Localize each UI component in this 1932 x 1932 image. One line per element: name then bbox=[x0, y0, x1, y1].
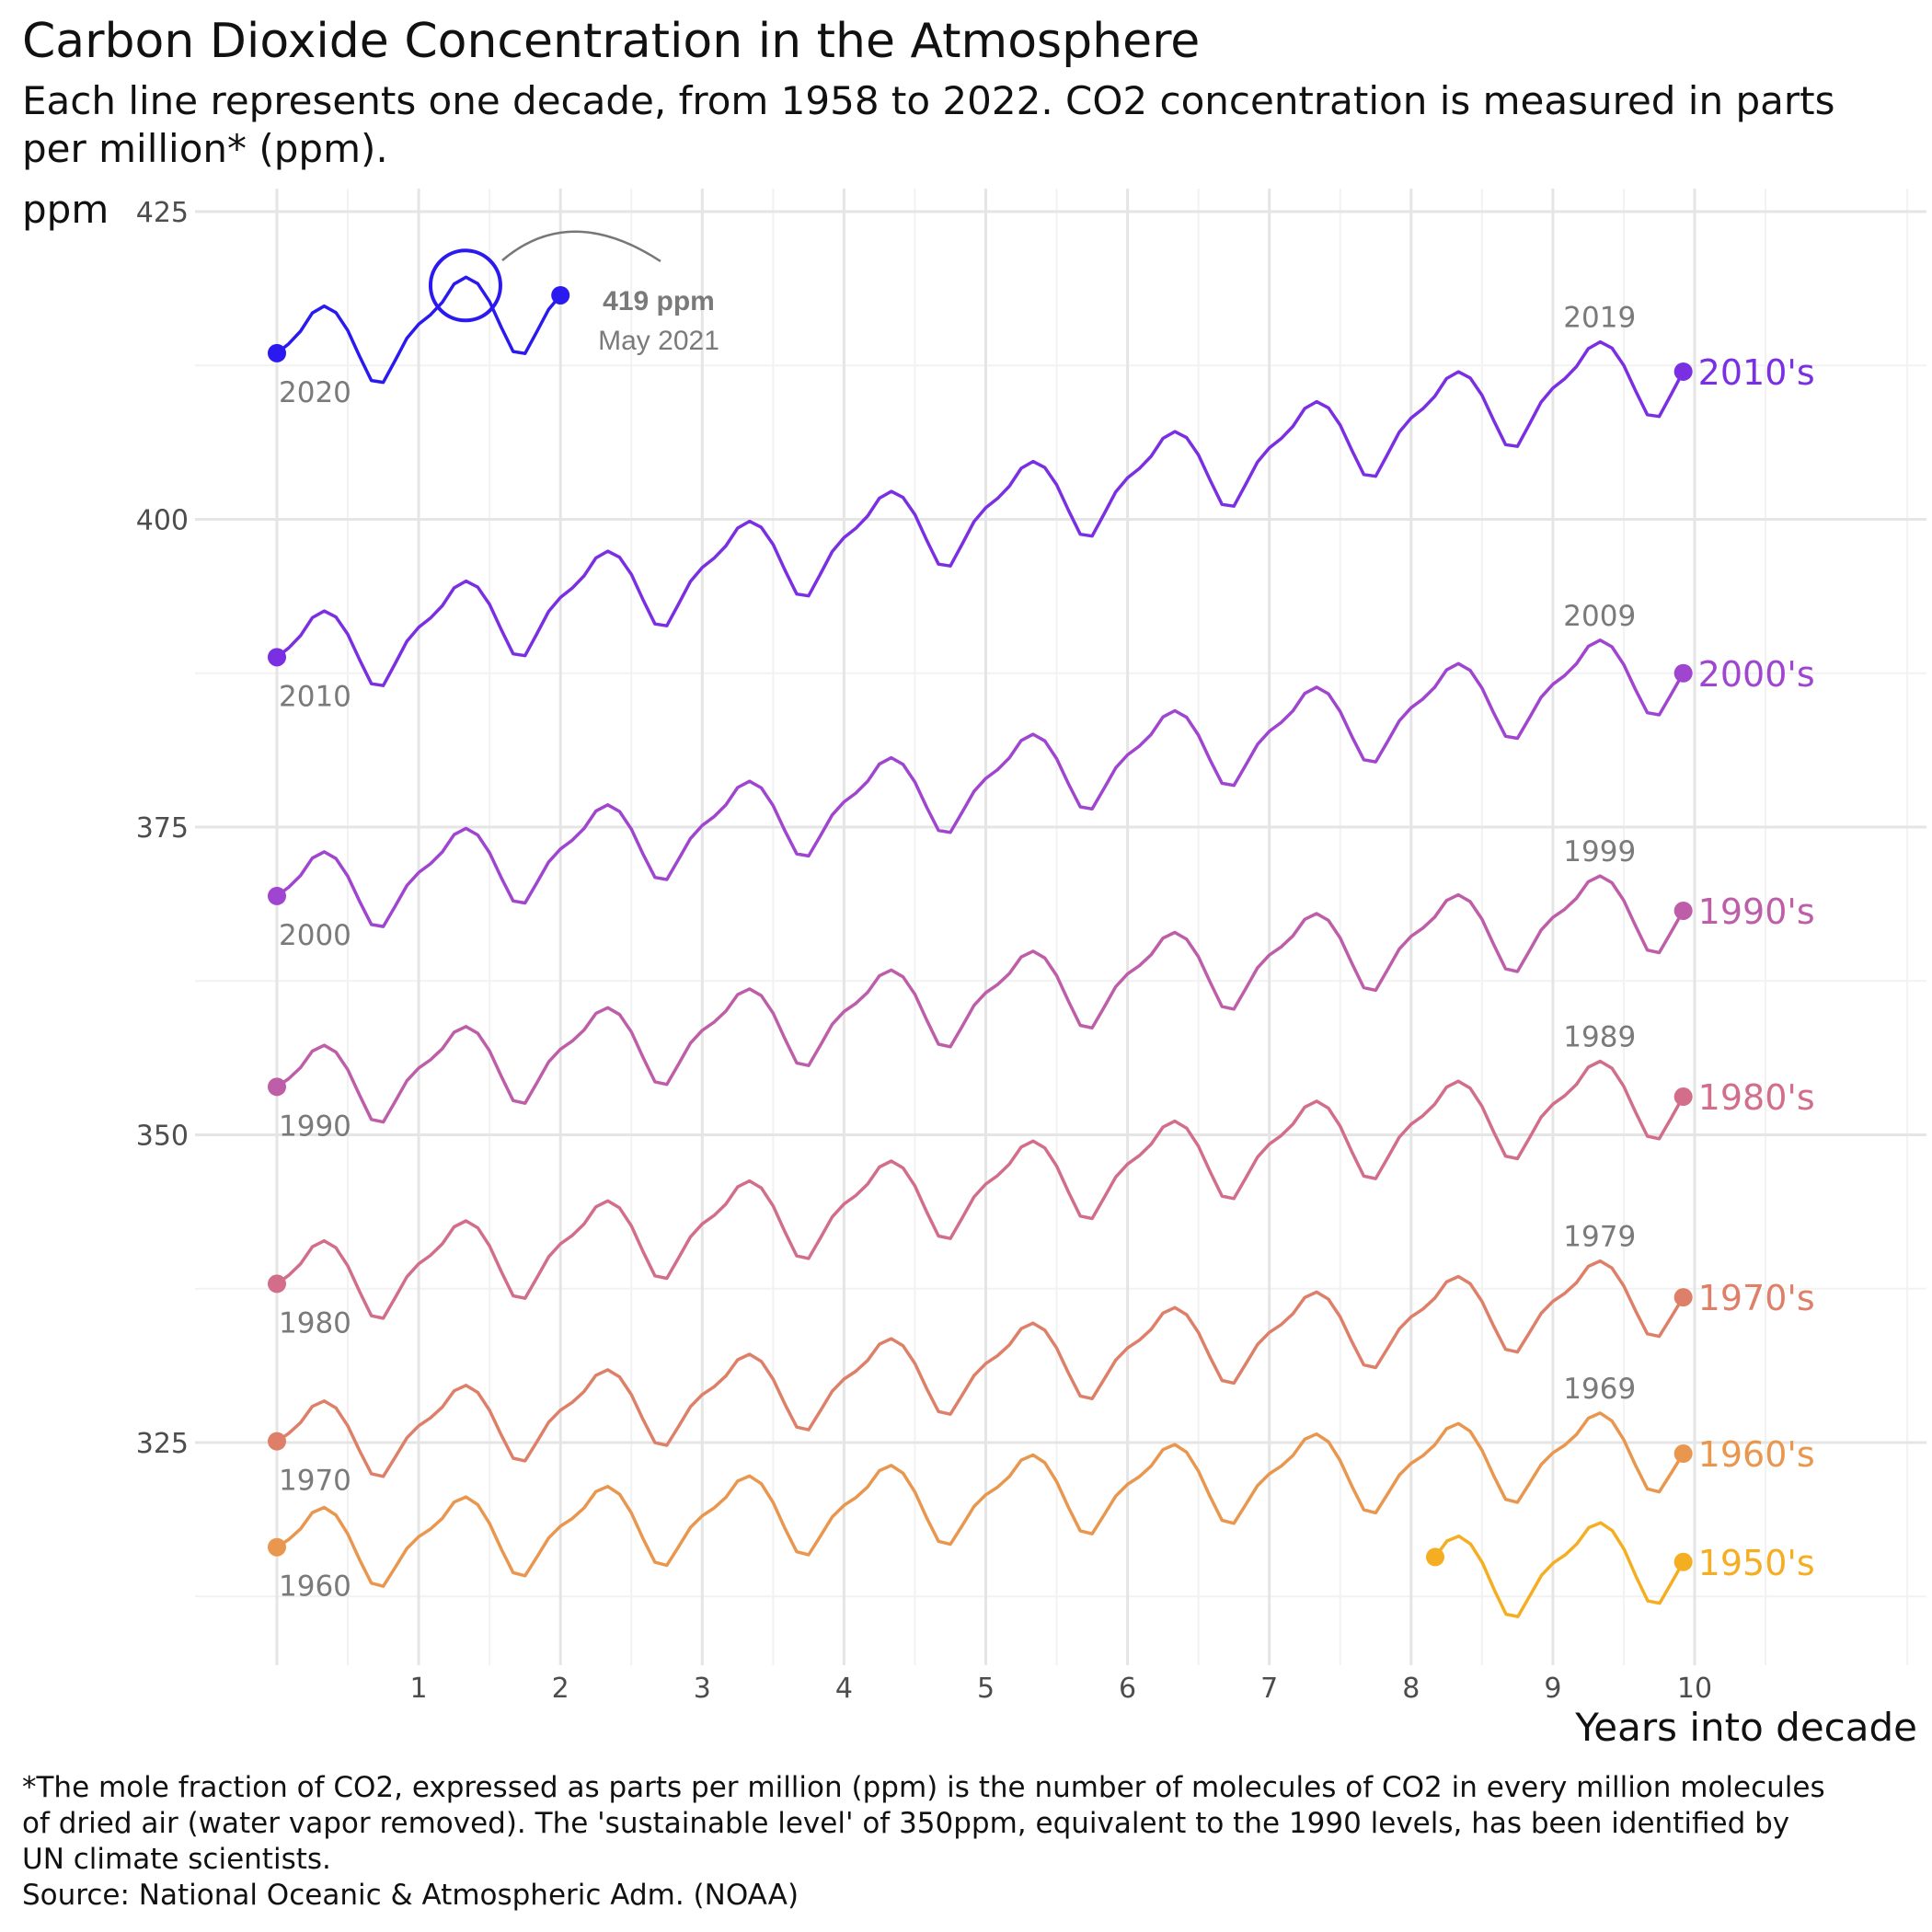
series-start-point bbox=[268, 343, 286, 362]
series-end-point bbox=[1673, 1552, 1693, 1571]
series-line bbox=[275, 275, 562, 385]
x-axis-label: Years into decade bbox=[1575, 1705, 1917, 1750]
y-tick-label: 350 bbox=[136, 1121, 189, 1153]
x-tick-label: 5 bbox=[977, 1673, 995, 1705]
series-start-point bbox=[268, 1432, 286, 1451]
x-tick-label: 3 bbox=[694, 1673, 711, 1705]
series-line bbox=[276, 1259, 1685, 1478]
x-tick-label: 2 bbox=[552, 1673, 569, 1705]
source-line: Source: National Oceanic & Atmospheric A… bbox=[22, 1879, 799, 1912]
x-tick-label: 6 bbox=[1119, 1673, 1136, 1705]
decade-start-year-label: 1980 bbox=[279, 1306, 351, 1340]
decade-end-year-label: 1979 bbox=[1563, 1221, 1636, 1254]
x-tick-label: 4 bbox=[835, 1673, 853, 1705]
series-end-point bbox=[1673, 1288, 1693, 1307]
series-end-point bbox=[1673, 1444, 1693, 1464]
caption-line: UN climate scientists. bbox=[22, 1843, 331, 1876]
series-legend-label: 1960's bbox=[1698, 1434, 1815, 1475]
series-line bbox=[1433, 1521, 1685, 1618]
decade-end-year-label: 1999 bbox=[1563, 835, 1636, 868]
series-line bbox=[276, 874, 1685, 1124]
series-line bbox=[275, 339, 1685, 687]
series-legend-label: 2000's bbox=[1698, 654, 1815, 695]
series-legend-label: 1980's bbox=[1698, 1077, 1815, 1118]
decade-start-year-label: 2020 bbox=[279, 376, 351, 409]
annotation-value: 419 ppm bbox=[603, 286, 715, 316]
series-end-point bbox=[1673, 1087, 1693, 1107]
series-start-point bbox=[268, 1077, 286, 1097]
decade-end-year-label: 1989 bbox=[1563, 1021, 1636, 1054]
chart-subtitle: Each line represents one decade, from 19… bbox=[22, 78, 1835, 171]
series-end-point bbox=[1673, 362, 1693, 381]
y-tick-label: 425 bbox=[136, 197, 189, 229]
y-axis-label: ppm bbox=[22, 187, 109, 232]
y-tick-label: 325 bbox=[136, 1428, 189, 1460]
series-start-point bbox=[268, 886, 286, 905]
x-tick-label: 8 bbox=[1402, 1673, 1420, 1705]
series-start-point bbox=[268, 1537, 286, 1557]
series-legend-label: 1950's bbox=[1698, 1543, 1815, 1583]
x-tick-label: 9 bbox=[1544, 1673, 1561, 1705]
series-legend-label: 1970's bbox=[1698, 1278, 1815, 1318]
decade-start-year-label: 2010 bbox=[279, 680, 351, 713]
decade-end-year-label: 1969 bbox=[1563, 1373, 1636, 1406]
chart-title: Carbon Dioxide Concentration in the Atmo… bbox=[22, 14, 1201, 69]
caption-line: *The mole fraction of CO2, expressed as … bbox=[22, 1771, 1825, 1804]
highlight-circle bbox=[428, 248, 502, 323]
series-end-point bbox=[551, 285, 570, 305]
y-tick-label: 375 bbox=[136, 812, 189, 845]
decade-start-year-label: 1990 bbox=[279, 1110, 351, 1143]
caption-line: of dried air (water vapor removed). The … bbox=[22, 1807, 1790, 1840]
annotation-arrow bbox=[501, 230, 661, 263]
caption: *The mole fraction of CO2, expressed as … bbox=[22, 1770, 1926, 1914]
series-line bbox=[276, 1411, 1685, 1588]
series-line bbox=[275, 638, 1685, 928]
x-tick-label: 7 bbox=[1260, 1673, 1278, 1705]
series-start-point bbox=[1425, 1547, 1444, 1567]
x-tick-label: 1 bbox=[410, 1673, 428, 1705]
y-tick-label: 400 bbox=[136, 505, 189, 537]
series-start-point bbox=[268, 648, 286, 667]
decade-start-year-label: 1970 bbox=[279, 1465, 351, 1498]
decade-start-year-label: 1960 bbox=[279, 1570, 351, 1604]
series-end-point bbox=[1673, 663, 1693, 683]
decade-end-year-label: 2019 bbox=[1563, 302, 1636, 335]
series-end-point bbox=[1673, 901, 1693, 920]
decade-end-year-label: 2009 bbox=[1563, 600, 1636, 633]
series-start-point bbox=[268, 1274, 286, 1294]
series-legend-label: 2010's bbox=[1698, 352, 1815, 393]
series-legend-label: 1990's bbox=[1698, 891, 1815, 932]
annotation-date: May 2021 bbox=[598, 326, 719, 356]
decade-start-year-label: 2000 bbox=[279, 919, 351, 952]
x-tick-label: 10 bbox=[1677, 1673, 1712, 1705]
series-line bbox=[275, 1059, 1685, 1320]
